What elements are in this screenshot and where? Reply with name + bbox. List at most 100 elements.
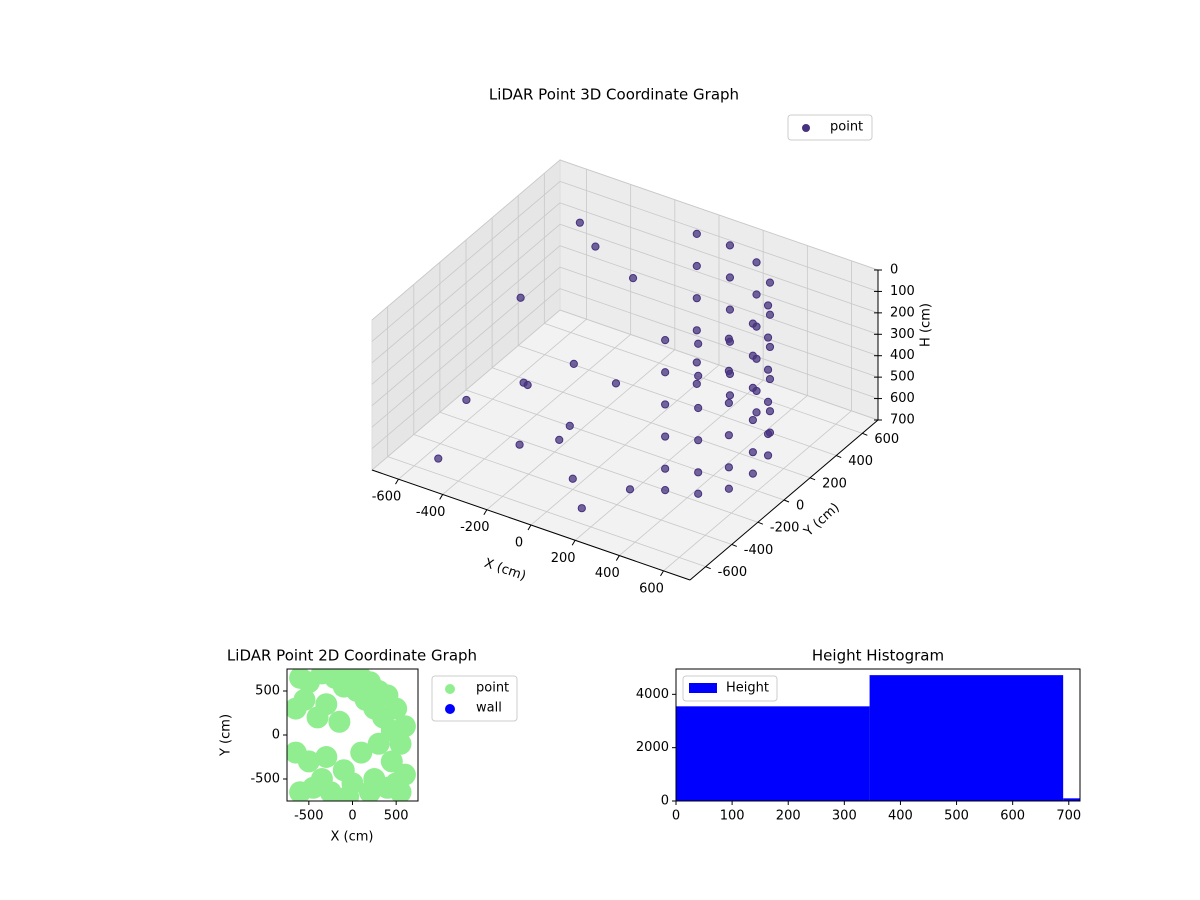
grid-line <box>371 245 561 407</box>
point <box>725 241 735 250</box>
grid-line <box>371 266 561 428</box>
point <box>748 448 757 457</box>
x-tick-label: 400 <box>888 809 913 824</box>
x-tick-label: 0 <box>515 536 523 551</box>
grid-line <box>559 288 879 399</box>
point <box>293 688 316 711</box>
y-tick <box>862 432 868 436</box>
grid-line <box>559 245 879 357</box>
grid-line <box>413 434 732 545</box>
point <box>315 693 338 716</box>
x-tick-label: -200 <box>460 520 490 535</box>
point <box>765 407 775 416</box>
axes-frame <box>675 668 1081 802</box>
point <box>694 436 703 445</box>
point <box>748 383 757 392</box>
point <box>748 351 757 360</box>
z-tick-label: 0 <box>890 263 898 278</box>
x-tick-label: -400 <box>416 505 446 520</box>
z-tick-label: 200 <box>890 305 915 320</box>
point <box>694 371 703 380</box>
grid-line <box>371 159 561 321</box>
point <box>765 374 775 384</box>
point <box>628 274 638 283</box>
z-tick-label: 100 <box>890 284 915 299</box>
grid-line <box>439 411 759 523</box>
point <box>765 342 775 352</box>
point <box>724 398 733 408</box>
x-tick-label: -500 <box>294 809 324 824</box>
x-tick-label: 500 <box>384 809 409 824</box>
point <box>661 368 670 377</box>
point <box>724 484 733 493</box>
point <box>724 334 733 343</box>
grid-line <box>465 389 785 501</box>
point <box>625 485 635 494</box>
point <box>661 400 670 409</box>
legend-marker <box>445 704 455 714</box>
bar <box>869 675 1064 801</box>
point <box>661 336 670 345</box>
point <box>765 310 775 319</box>
x-tick-label: 600 <box>1000 809 1025 824</box>
x-axis <box>371 469 691 581</box>
x-tick-label: 200 <box>776 809 801 824</box>
grid-line <box>559 266 879 378</box>
point <box>748 469 757 478</box>
y-tick-label: 0 <box>661 794 669 809</box>
z-axis-label: H (cm) <box>919 303 934 347</box>
x-tick <box>395 478 399 485</box>
point <box>763 451 773 460</box>
y-tick-label: -400 <box>744 543 774 558</box>
grid-line <box>371 288 561 449</box>
point <box>661 464 670 473</box>
point <box>752 290 761 299</box>
point <box>568 474 577 483</box>
x-tick-label: 0 <box>348 809 356 824</box>
point <box>748 415 757 425</box>
x-tick-label: 500 <box>944 809 969 824</box>
z-tick-label: 300 <box>890 327 915 342</box>
point <box>462 395 471 405</box>
z-tick-label: 400 <box>890 348 915 363</box>
grid-line <box>559 309 879 421</box>
y-tick-label: -200 <box>770 521 800 536</box>
x-tick-label: 700 <box>1056 809 1081 824</box>
point <box>725 305 735 314</box>
point <box>694 403 703 413</box>
y-axis <box>689 419 879 581</box>
point <box>724 463 733 472</box>
point <box>337 785 360 801</box>
point <box>763 365 773 374</box>
y-axis-label: Y (cm) <box>219 714 234 757</box>
grid-line <box>559 202 879 314</box>
chart-title: LiDAR Point 2D Coordinate Graph <box>227 647 477 665</box>
y-tick <box>809 477 816 481</box>
legend-label: Height <box>726 681 769 696</box>
y-tick <box>783 499 790 503</box>
x-tick <box>571 540 576 546</box>
grid-line <box>491 367 811 479</box>
point <box>752 258 761 267</box>
point <box>363 768 386 790</box>
point <box>569 359 578 368</box>
point <box>694 468 703 477</box>
grid-line <box>387 456 706 568</box>
point <box>328 710 351 733</box>
bar <box>1063 798 1080 801</box>
point <box>692 326 701 335</box>
grid-line <box>371 181 561 342</box>
grid-line <box>544 322 863 434</box>
grid-line <box>371 223 561 385</box>
point <box>763 429 773 439</box>
point <box>297 750 320 773</box>
point <box>577 504 586 513</box>
y-tick-label: 600 <box>874 432 899 447</box>
grid-line <box>559 159 879 271</box>
point <box>763 397 773 406</box>
x-tick <box>660 570 664 577</box>
x-tick-label: -600 <box>372 490 402 505</box>
z-tick-label: 700 <box>890 413 915 428</box>
x-tick-label: 200 <box>551 551 576 566</box>
point <box>385 772 408 795</box>
